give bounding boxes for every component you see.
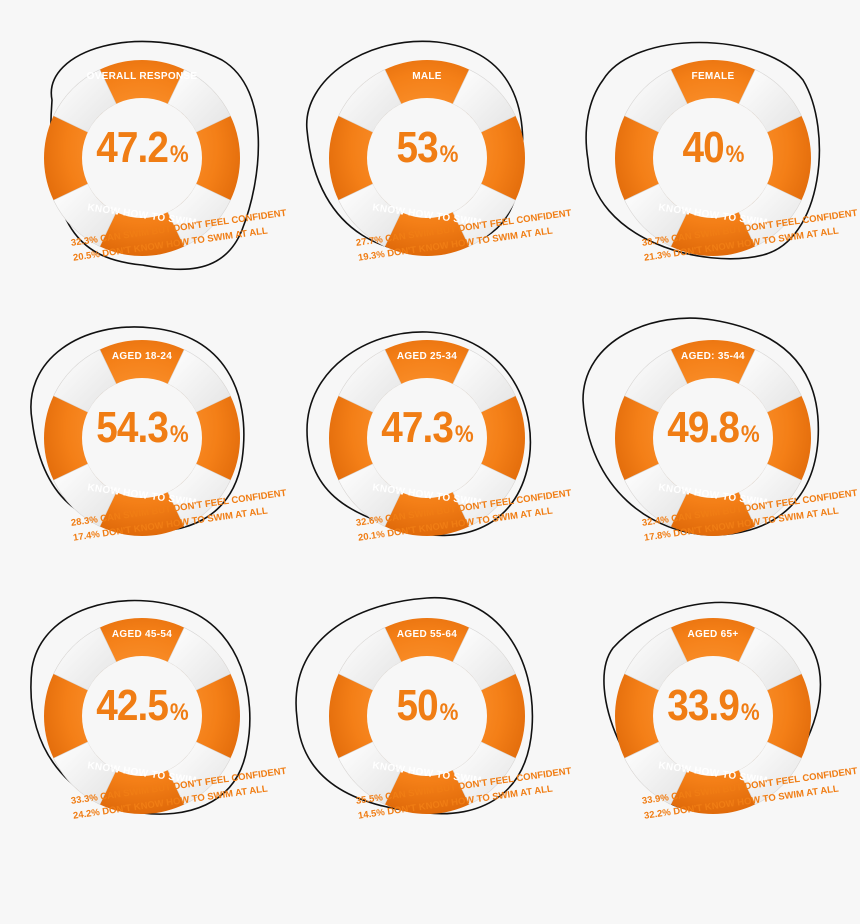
swim-percentage: 33.9% — [607, 684, 818, 728]
lifebuoy-ring-graphic — [585, 41, 821, 260]
group-label: AGED 65+ — [687, 629, 739, 640]
swim-percentage: 54.3% — [36, 406, 247, 450]
rope-outline — [582, 317, 820, 536]
swim-percentage: 47.2% — [36, 126, 247, 170]
lifebuoy-center — [367, 656, 487, 776]
rope-outline — [295, 597, 534, 815]
lifebuoy-card: AGED 55-64 50% KNOW HOW TO SWIM 35.5% CAN S… — [295, 597, 572, 888]
group-label: AGED 45-54 — [111, 629, 173, 640]
lifebuoy-ring-graphic — [295, 597, 534, 815]
lifebuoy-ring-graphic — [30, 599, 251, 815]
lifebuoy-center — [653, 378, 773, 498]
lifebuoy-ring-graphic — [603, 601, 822, 814]
group-label: MALE — [412, 71, 442, 82]
lifebuoy-card: AGED 45-54 42.5% KNOW HOW TO SWIM 33.3% CAN… — [22, 598, 287, 888]
swim-percentage: 47.3% — [321, 406, 532, 450]
percentage-value: 47.3 — [381, 403, 454, 452]
percent-sign: % — [439, 141, 459, 168]
percentage-value: 53 — [396, 123, 439, 172]
group-label: AGED 25-34 — [396, 351, 458, 362]
group-label: OVERALL RESPONSE — [86, 71, 198, 82]
percentage-value: 50 — [396, 681, 439, 730]
percent-sign: % — [725, 141, 745, 168]
lifebuoy-ring-graphic — [306, 40, 525, 256]
percent-sign: % — [439, 699, 459, 726]
percentage-value: 33.9 — [667, 681, 740, 730]
percentage-value: 49.8 — [667, 403, 740, 452]
percentage-value: 47.2 — [96, 123, 169, 172]
group-label: FEMALE — [691, 71, 735, 82]
lifebuoy-card: MALE 53% KNOW HOW TO SWIM 27.7% CAN SWIM BU… — [306, 40, 572, 330]
swim-percentage: 40% — [607, 126, 818, 170]
lifebuoy-card: AGED 65+ 33.9% KNOW HOW TO SWIM 33.9% CAN S… — [593, 598, 858, 888]
lifebuoy-center — [82, 378, 202, 498]
lifebuoy-card: AGED 25-34 47.3% KNOW HOW TO SWIM 32.6% CAN… — [306, 320, 572, 610]
group-label: AGED 18-24 — [111, 351, 173, 362]
percentage-value: 54.3 — [96, 403, 169, 452]
percentage-value: 42.5 — [96, 681, 169, 730]
lifebuoy-ring-graphic — [44, 40, 260, 271]
percent-sign: % — [740, 421, 760, 448]
percent-sign: % — [169, 141, 189, 168]
lifebuoy-ring-graphic — [306, 331, 532, 537]
swim-percentage: 53% — [321, 126, 532, 170]
rope-outline — [585, 41, 821, 260]
lifebuoy-center — [367, 378, 487, 498]
lifebuoy-ring-graphic — [30, 326, 245, 536]
percent-sign: % — [169, 421, 189, 448]
percent-sign: % — [454, 421, 474, 448]
swim-percentage: 42.5% — [36, 684, 247, 728]
lifebuoy-center — [653, 98, 773, 218]
lifebuoy-center — [653, 656, 773, 776]
lifebuoy-ring-graphic — [582, 317, 820, 536]
percent-sign: % — [169, 699, 189, 726]
lifebuoy-card: AGED: 35-44 49.8% KNOW HOW TO SWIM 32.4% CA… — [582, 317, 858, 610]
group-label: AGED: 35-44 — [681, 351, 745, 362]
lifebuoy-card: FEMALE 40% KNOW HOW TO SWIM 38.7% CAN SWIM … — [585, 40, 858, 330]
lifebuoy-center — [367, 98, 487, 218]
percent-sign: % — [740, 699, 760, 726]
swim-percentage: 50% — [321, 684, 532, 728]
lifebuoy-center — [82, 98, 202, 218]
lifebuoy-card: AGED 18-24 54.3% KNOW HOW TO SWIM 28.3% CAN… — [22, 320, 287, 610]
lifebuoy-center — [82, 656, 202, 776]
percentage-value: 40 — [682, 123, 725, 172]
lifebuoy-card: OVERALL RESPONSE 47.2% KNOW HOW TO SWIM 32.… — [22, 40, 287, 330]
rope-outline — [50, 40, 260, 271]
rope-outline — [306, 331, 532, 537]
group-label: AGED 55-64 — [396, 629, 458, 640]
swim-percentage: 49.8% — [607, 406, 818, 450]
